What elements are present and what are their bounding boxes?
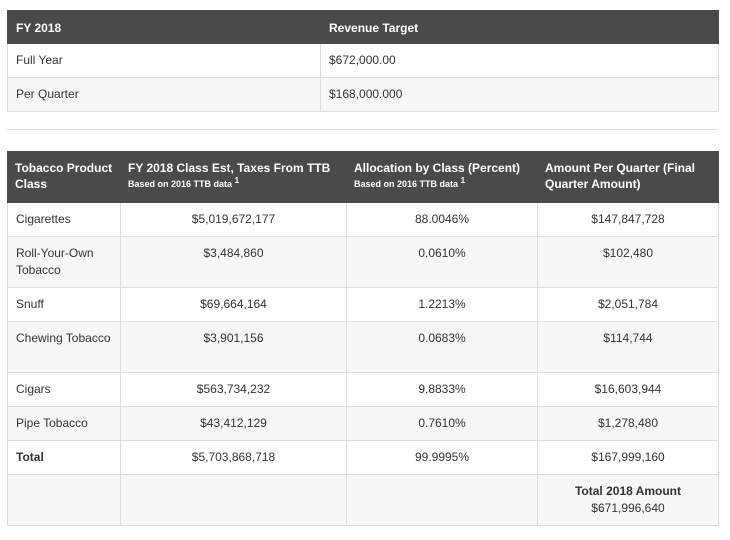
taxes-cell: $3,901,156 [120, 321, 347, 373]
tobacco-class-table: Tobacco Product Class FY 2018 Class Est,… [7, 151, 719, 526]
header-allocation-label: Allocation by Class (Percent) [354, 161, 521, 175]
header-tobacco-product-class: Tobacco Product Class [7, 151, 121, 203]
allocation-cell: 0.0683% [346, 321, 538, 373]
taxes-cell: $5,019,672,177 [120, 202, 347, 237]
allocation-cell: 1.2213% [346, 287, 538, 322]
row-label-per-quarter: Per Quarter [7, 77, 321, 112]
header-class-taxes-label: FY 2018 Class Est, Taxes From TTB [128, 161, 331, 175]
class-cell: Snuff [7, 287, 121, 322]
amount-cell: $16,603,944 [537, 372, 719, 407]
row-value-per-quarter: $168,000.000 [320, 77, 719, 112]
amount-cell: $102,480 [537, 236, 719, 288]
header-allocation-note: Based on 2016 TTB data 1 [354, 176, 466, 190]
total-2018-amount-cell: Total 2018 Amount $671,996,640 [537, 474, 719, 526]
amount-cell: $147,847,728 [537, 202, 719, 237]
table-row: Pipe Tobacco $43,412,129 0.7610% $1,278,… [7, 406, 719, 441]
allocation-cell: 0.0610% [346, 236, 538, 288]
revenue-table-header-row: FY 2018 Revenue Target [7, 10, 719, 44]
empty-cell [7, 474, 121, 526]
section-divider [7, 129, 718, 130]
total-allocation: 99.9995% [346, 440, 538, 475]
footer-row: Total 2018 Amount $671,996,640 [7, 474, 719, 526]
taxes-cell: $563,734,232 [120, 372, 347, 407]
class-cell: Chewing Tobacco [7, 321, 121, 373]
revenue-target-table: FY 2018 Revenue Target Full Year $672,00… [7, 10, 719, 112]
class-cell: Pipe Tobacco [7, 406, 121, 441]
total-taxes: $5,703,868,718 [120, 440, 347, 475]
total-amount: $167,999,160 [537, 440, 719, 475]
allocation-cell: 88.0046% [346, 202, 538, 237]
empty-cell [120, 474, 347, 526]
table-row: Cigarettes $5,019,672,177 88.0046% $147,… [7, 202, 719, 237]
total-label: Total [7, 440, 121, 475]
allocation-cell: 0.7610% [346, 406, 538, 441]
class-table-header-row: Tobacco Product Class FY 2018 Class Est,… [7, 151, 719, 203]
total-2018-amount-value: $671,996,640 [591, 501, 665, 515]
class-cell: Cigars [7, 372, 121, 407]
taxes-cell: $69,664,164 [120, 287, 347, 322]
amount-cell: $2,051,784 [537, 287, 719, 322]
table-row: Chewing Tobacco $3,901,156 0.0683% $114,… [7, 321, 719, 373]
allocation-cell: 9.8833% [346, 372, 538, 407]
header-revenue-target: Revenue Target [320, 10, 719, 44]
taxes-cell: $3,484,860 [120, 236, 347, 288]
header-fy-2018: FY 2018 [7, 10, 321, 44]
total-2018-amount-label: Total 2018 Amount [574, 484, 681, 498]
taxes-cell: $43,412,129 [120, 406, 347, 441]
class-cell: Cigarettes [7, 202, 121, 237]
footnote-marker: 1 [234, 176, 240, 185]
empty-cell [346, 474, 538, 526]
header-class-taxes-note: Based on 2016 TTB data 1 [128, 176, 240, 190]
table-row: Roll-Your-Own Tobacco $3,484,860 0.0610%… [7, 236, 719, 288]
row-label-full-year: Full Year [7, 43, 321, 78]
total-row: Total $5,703,868,718 99.9995% $167,999,1… [7, 440, 719, 475]
table-row: Per Quarter $168,000.000 [7, 77, 719, 112]
class-cell: Roll-Your-Own Tobacco [7, 236, 121, 288]
amount-cell: $114,744 [537, 321, 719, 373]
header-amount-per-quarter: Amount Per Quarter (Final Quarter Amount… [537, 151, 719, 203]
amount-cell: $1,278,480 [537, 406, 719, 441]
header-allocation: Allocation by Class (Percent) Based on 2… [346, 151, 538, 203]
row-value-full-year: $672,000.00 [320, 43, 719, 78]
table-row: Cigars $563,734,232 9.8833% $16,603,944 [7, 372, 719, 407]
table-row: Snuff $69,664,164 1.2213% $2,051,784 [7, 287, 719, 322]
footnote-marker: 1 [460, 176, 466, 185]
header-class-taxes: FY 2018 Class Est, Taxes From TTB Based … [120, 151, 347, 203]
table-row: Full Year $672,000.00 [7, 43, 719, 78]
